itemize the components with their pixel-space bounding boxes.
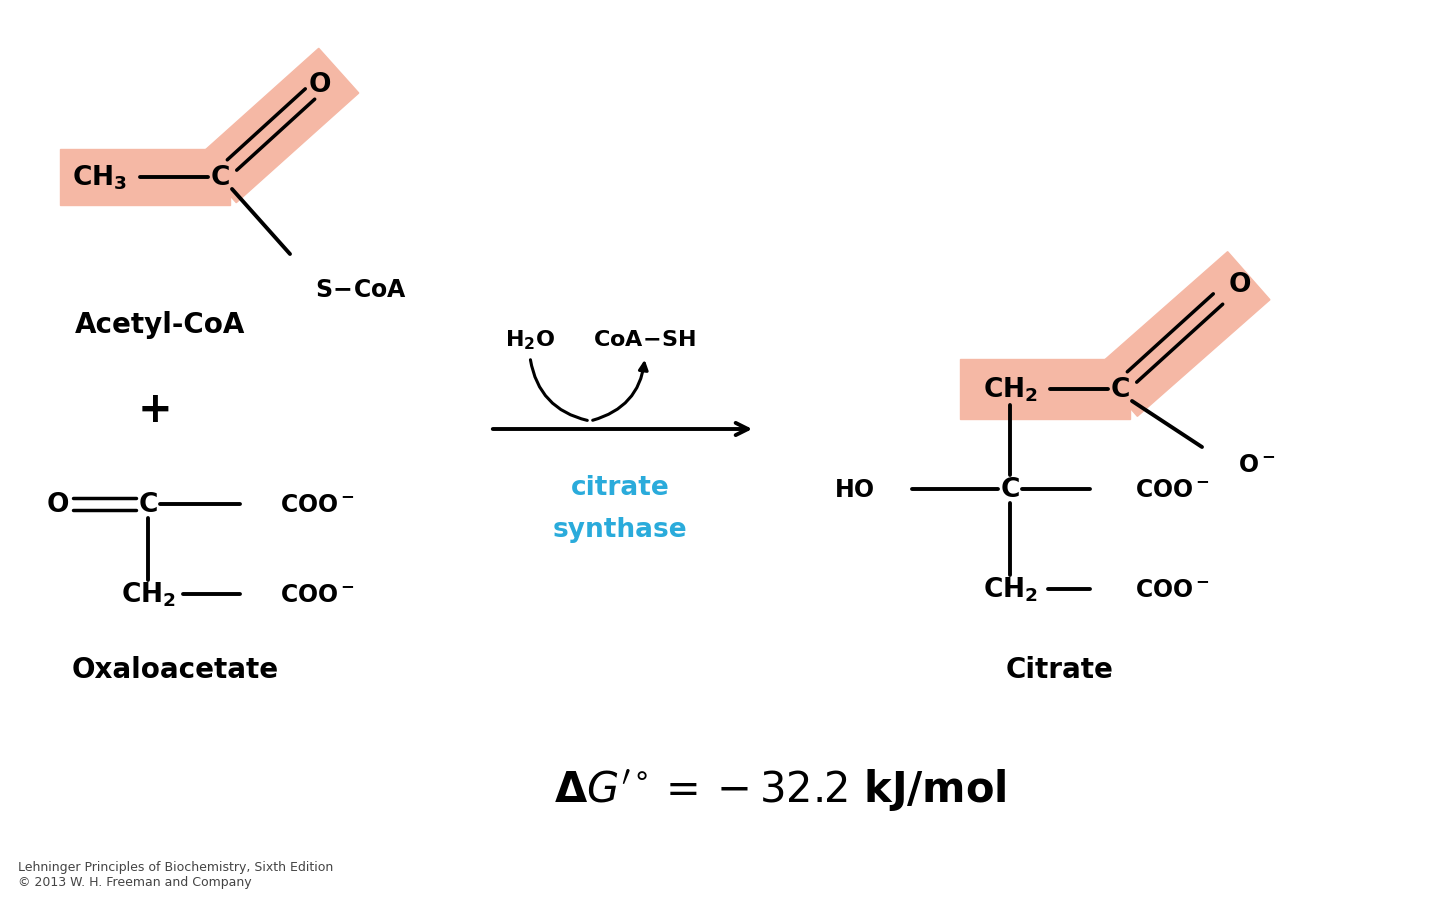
FancyArrowPatch shape	[593, 364, 647, 421]
Text: $\mathbf{C}$: $\mathbf{C}$	[1001, 477, 1020, 502]
Text: $\mathbf{H_2O}$: $\mathbf{H_2O}$	[505, 328, 554, 351]
Text: citrate: citrate	[570, 474, 670, 500]
Polygon shape	[60, 150, 230, 206]
Text: $\mathbf{CH_2}$: $\mathbf{CH_2}$	[982, 575, 1037, 603]
Text: $\mathbf{O}$: $\mathbf{O}$	[308, 72, 331, 98]
Text: $\mathbf{O}$: $\mathbf{O}$	[46, 491, 69, 517]
Text: $\mathbf{C}$: $\mathbf{C}$	[1110, 377, 1130, 403]
Polygon shape	[960, 359, 1130, 420]
Text: synthase: synthase	[553, 517, 687, 543]
Text: $\mathbf{C}$: $\mathbf{C}$	[138, 491, 158, 517]
Text: $\mathbf{C}$: $\mathbf{C}$	[210, 165, 230, 191]
Text: Acetyl-CoA: Acetyl-CoA	[75, 311, 245, 339]
Text: $\mathbf{O}$: $\mathbf{O}$	[1228, 272, 1251, 298]
Text: $\boldsymbol{\Delta} \boldsymbol{G'}^{\!\circ} = -32.2\ \mathbf{kJ/mol}$: $\boldsymbol{\Delta} \boldsymbol{G'}^{\!…	[554, 766, 1007, 812]
Text: $\mathbf{S\!-\!CoA}$: $\mathbf{S\!-\!CoA}$	[315, 278, 408, 302]
Text: Citrate: Citrate	[1007, 656, 1115, 684]
Text: $\mathbf{CH_2}$: $\mathbf{CH_2}$	[121, 580, 176, 609]
Text: +: +	[138, 388, 173, 431]
FancyArrowPatch shape	[530, 360, 588, 421]
Text: $\mathbf{HO}$: $\mathbf{HO}$	[834, 478, 876, 501]
Polygon shape	[1094, 253, 1270, 417]
Text: $\mathbf{CH_2}$: $\mathbf{CH_2}$	[982, 376, 1037, 404]
Text: $\mathbf{COO^-}$: $\mathbf{COO^-}$	[1135, 577, 1210, 601]
Text: $\mathbf{CoA\!-\!SH}$: $\mathbf{CoA\!-\!SH}$	[593, 330, 697, 349]
Text: $\mathbf{COO^-}$: $\mathbf{COO^-}$	[279, 492, 356, 517]
Text: $\mathbf{O^-}$: $\mathbf{O^-}$	[1238, 452, 1276, 477]
Text: Oxaloacetate: Oxaloacetate	[72, 656, 278, 684]
Text: $\mathbf{COO^-}$: $\mathbf{COO^-}$	[279, 582, 356, 606]
Text: Lehninger Principles of Biochemistry, Sixth Edition
© 2013 W. H. Freeman and Com: Lehninger Principles of Biochemistry, Si…	[17, 860, 333, 888]
Text: $\mathbf{CH_3}$: $\mathbf{CH_3}$	[72, 163, 128, 192]
Polygon shape	[196, 50, 359, 203]
Text: $\mathbf{COO^-}$: $\mathbf{COO^-}$	[1135, 478, 1210, 501]
